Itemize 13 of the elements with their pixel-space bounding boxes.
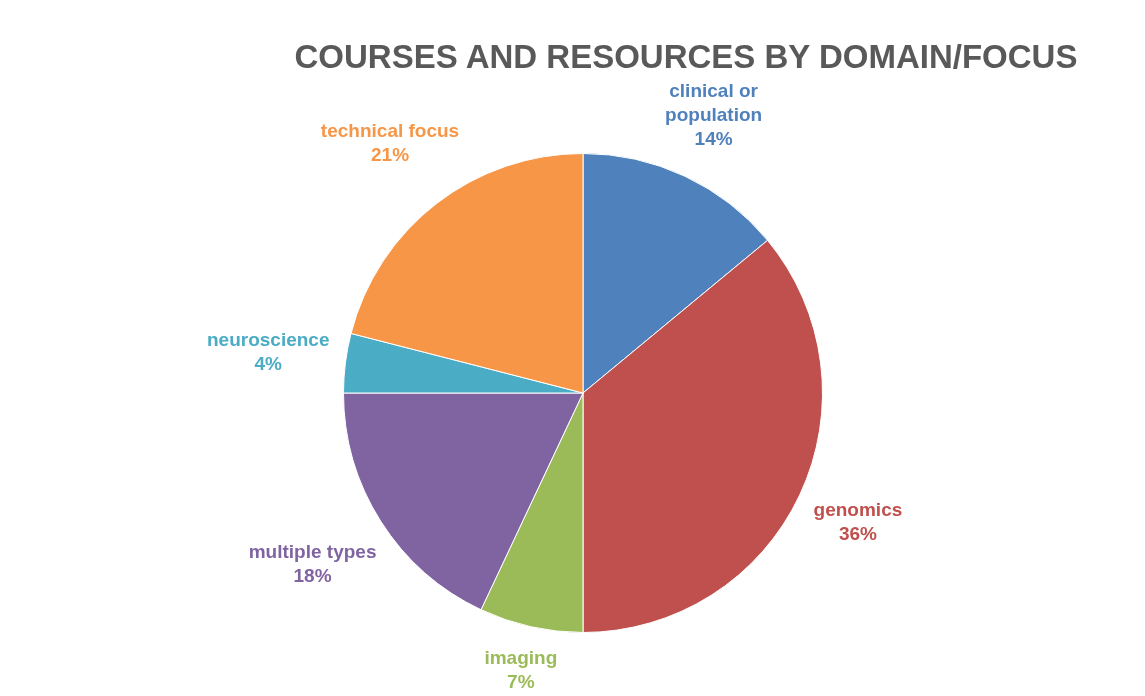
slice-label: clinical or population <box>665 79 763 125</box>
slice-label: neuroscience <box>206 329 330 351</box>
data-label: 4% <box>254 353 283 375</box>
slice-label: genomics <box>813 498 903 520</box>
data-label: 7% <box>507 671 535 693</box>
data-label: 14% <box>694 127 733 149</box>
data-label: 18% <box>293 564 332 586</box>
data-label: 36% <box>838 522 878 544</box>
slice-label: multiple types <box>248 540 377 562</box>
slice-label: imaging <box>484 647 558 669</box>
data-label: 21% <box>371 144 410 166</box>
slice-label: technical focus <box>320 120 460 142</box>
chart-title: COURSES AND RESOURCES BY DOMAIN/FOCUS <box>293 38 1079 76</box>
